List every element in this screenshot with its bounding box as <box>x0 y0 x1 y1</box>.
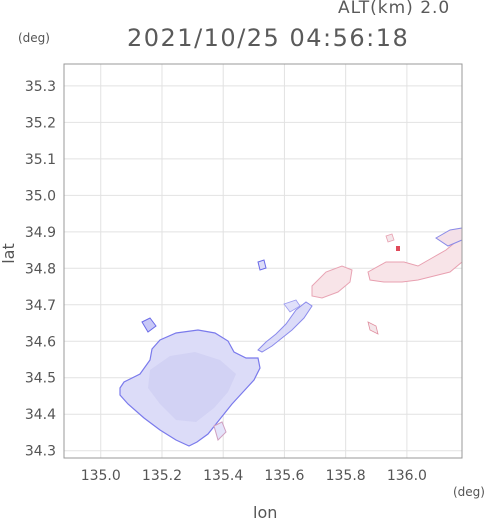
radar-echo-field <box>119 227 463 447</box>
x-unit-label: (deg) <box>453 485 485 499</box>
y-tick-labels: 35.3 35.2 35.1 35.0 34.9 34.8 34.7 34.6 34.5 34.4… <box>25 79 56 460</box>
y-tick-label: 34.9 <box>25 225 56 241</box>
x-tick-label: 135.8 <box>326 468 366 484</box>
pink-echo-fragment-b <box>367 321 379 335</box>
x-tick-label: 135.0 <box>81 468 121 484</box>
blue-echo-inner <box>148 352 236 422</box>
x-tick-label: 135.4 <box>203 468 243 484</box>
y-tick-label: 35.2 <box>25 115 56 131</box>
y-tick-label: 34.4 <box>25 407 56 423</box>
x-axis-label: lon <box>253 503 278 522</box>
x-tick-label: 135.6 <box>264 468 304 484</box>
blue-echo-fragment <box>283 299 301 313</box>
y-tick-label: 34.5 <box>25 371 56 387</box>
y-tick-label: 35.3 <box>25 79 56 95</box>
x-tick-label: 136.0 <box>387 468 427 484</box>
y-tick-label: 35.0 <box>25 188 56 204</box>
x-tick-label: 135.2 <box>142 468 182 484</box>
red-echo-spot <box>396 246 400 251</box>
plot-frame <box>63 63 463 459</box>
y-tick-label: 34.8 <box>25 261 56 277</box>
blue-echo-small-west <box>141 317 157 333</box>
y-tick-label: 34.7 <box>25 298 56 314</box>
timestamp-title: 2021/10/25 04:56:18 <box>127 24 410 52</box>
blue-echo-tail <box>213 421 227 441</box>
grid-lines <box>64 64 462 458</box>
y-tick-label: 35.1 <box>25 152 56 168</box>
pink-echo-fragment-a <box>385 233 395 243</box>
x-tick-labels: 135.0 135.2 135.4 135.6 135.8 136.0 <box>81 468 427 484</box>
blue-echo-band <box>257 301 313 353</box>
altitude-label: ALT(km) 2.0 <box>338 0 451 18</box>
y-tick-label: 34.6 <box>25 334 56 350</box>
blue-echo-small-north <box>257 259 267 271</box>
pink-echo-central <box>311 265 353 299</box>
y-tick-label: 34.3 <box>25 444 56 460</box>
y-unit-label: (deg) <box>18 31 50 45</box>
